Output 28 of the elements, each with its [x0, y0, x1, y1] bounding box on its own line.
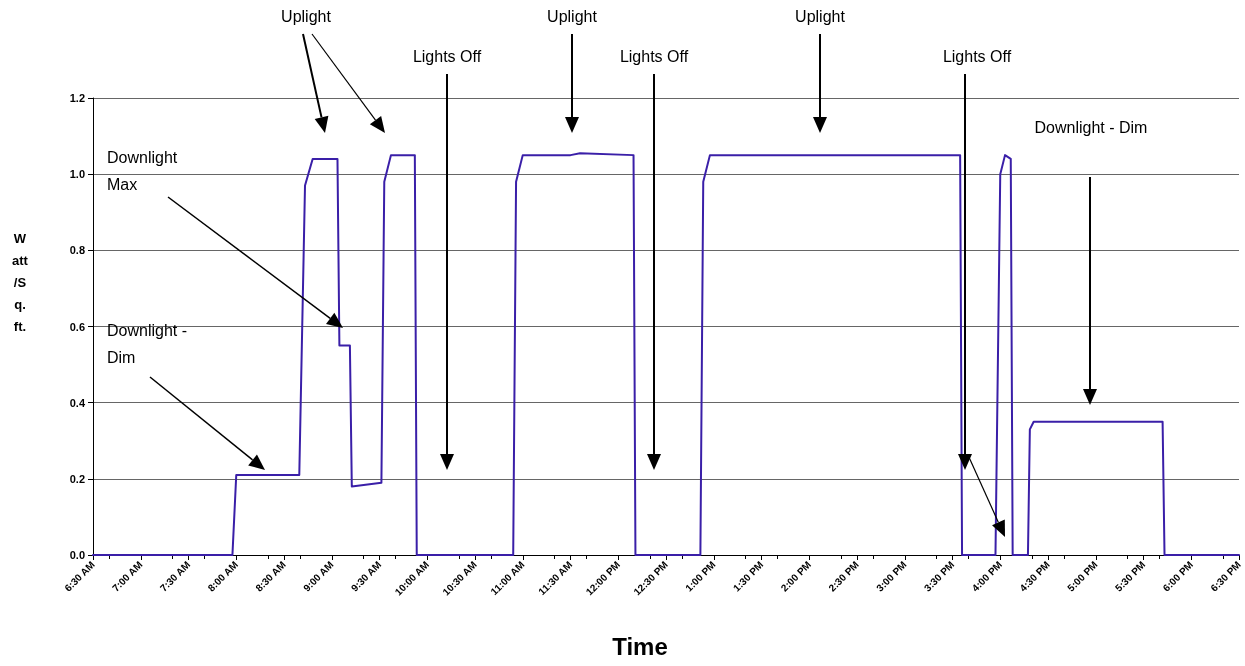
y-tick-label: 1.0 [69, 168, 85, 181]
x-tick-label: 4:30 PM [1017, 559, 1052, 594]
text: Lights Off [619, 48, 689, 65]
y-tick-label: 0.6 [69, 320, 85, 333]
annotation: Downlight - Dim [107, 322, 188, 366]
annotation: Downlight Max [107, 149, 178, 193]
text: Uplight [281, 8, 332, 25]
x-tick-label: 6:00 PM [1160, 559, 1196, 594]
y-tick-label: 1.2 [69, 92, 85, 104]
x-tick-label: 4:00 PM [969, 559, 1005, 594]
x-tick-label: 6:30 AM [62, 559, 97, 594]
x-tick-label: 6:30 PM [1208, 559, 1243, 594]
y-tick-label: 0.0 [69, 549, 85, 561]
x-tick-label: 7:00 AM [110, 559, 145, 594]
y-axis-title: Watt/Sq. ft. [12, 231, 29, 334]
x-axis-title: Time [612, 633, 668, 660]
x-tick-label: 5:00 PM [1065, 559, 1100, 594]
annotation: Downlight - Dim [1034, 119, 1148, 136]
text: Uplight [795, 8, 846, 25]
x-tick-label: 9:30 AM [348, 559, 384, 594]
text: Lights Off [412, 48, 482, 65]
y-tick-label: 0.2 [69, 472, 85, 485]
text: Lights Off [942, 48, 1012, 65]
x-tick-label: 7:30 AM [157, 559, 193, 594]
y-tick-label: 0.4 [69, 396, 86, 409]
text: Uplight [547, 8, 598, 25]
x-tick-label: 9:00 AM [301, 559, 336, 594]
y-tick-label: 0.8 [69, 244, 85, 257]
